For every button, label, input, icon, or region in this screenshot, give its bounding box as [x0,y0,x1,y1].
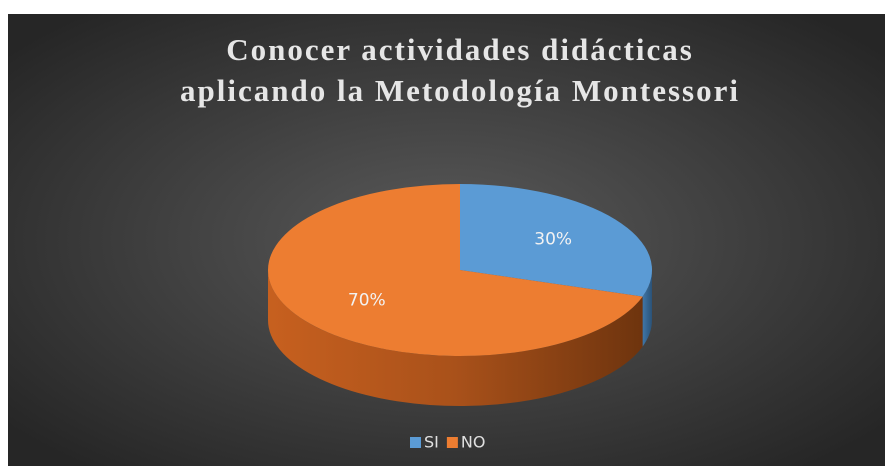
legend-label: NO [461,433,486,452]
chart-title: aplicando la Metodología Montessori [180,73,740,108]
legend-swatch [446,437,458,448]
data-label: 70% [348,290,386,310]
legend-swatch [410,437,421,448]
pie-slice [268,184,643,356]
legend-label: SI [424,433,439,452]
pie-side [642,270,652,347]
data-label: 30% [534,230,572,250]
chart-title: Conocer actividades didácticas [226,32,694,67]
pie-slice [460,184,652,297]
pie-side [268,270,643,406]
